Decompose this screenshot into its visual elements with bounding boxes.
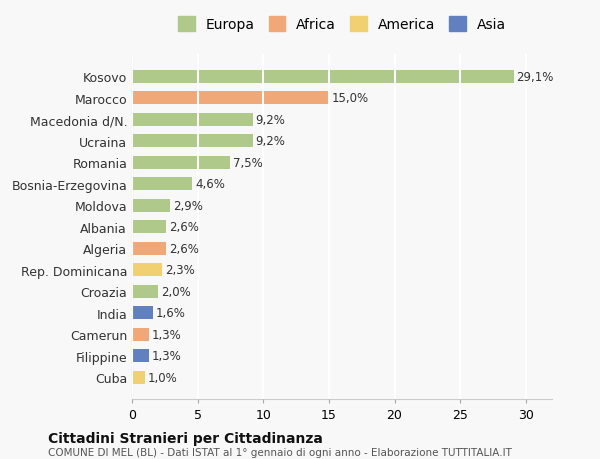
Text: 4,6%: 4,6% (195, 178, 225, 191)
Text: 29,1%: 29,1% (517, 71, 554, 84)
Text: COMUNE DI MEL (BL) - Dati ISTAT al 1° gennaio di ogni anno - Elaborazione TUTTIT: COMUNE DI MEL (BL) - Dati ISTAT al 1° ge… (48, 448, 512, 458)
Legend: Europa, Africa, America, Asia: Europa, Africa, America, Asia (178, 17, 506, 32)
Bar (132, 113, 253, 127)
Bar (132, 178, 193, 191)
Text: 2,6%: 2,6% (169, 242, 199, 255)
Text: Cittadini Stranieri per Cittadinanza: Cittadini Stranieri per Cittadinanza (48, 431, 323, 445)
Bar (132, 71, 514, 84)
Text: 2,9%: 2,9% (173, 199, 203, 212)
Text: 1,0%: 1,0% (148, 371, 178, 384)
Bar (132, 135, 253, 148)
Text: 9,2%: 9,2% (256, 113, 285, 127)
Bar (132, 371, 145, 384)
Bar (132, 349, 149, 362)
Bar (132, 285, 158, 298)
Text: 7,5%: 7,5% (233, 157, 263, 169)
Text: 1,3%: 1,3% (152, 328, 181, 341)
Bar (132, 307, 153, 319)
Text: 2,0%: 2,0% (161, 285, 191, 298)
Text: 9,2%: 9,2% (256, 135, 285, 148)
Text: 1,6%: 1,6% (155, 307, 185, 319)
Bar (132, 157, 230, 169)
Bar (132, 242, 166, 255)
Bar (132, 221, 166, 234)
Text: 15,0%: 15,0% (331, 92, 368, 105)
Bar (132, 199, 170, 212)
Bar (132, 328, 149, 341)
Bar (132, 92, 329, 105)
Text: 2,3%: 2,3% (165, 263, 194, 277)
Text: 2,6%: 2,6% (169, 221, 199, 234)
Text: 1,3%: 1,3% (152, 349, 181, 362)
Bar (132, 263, 162, 276)
